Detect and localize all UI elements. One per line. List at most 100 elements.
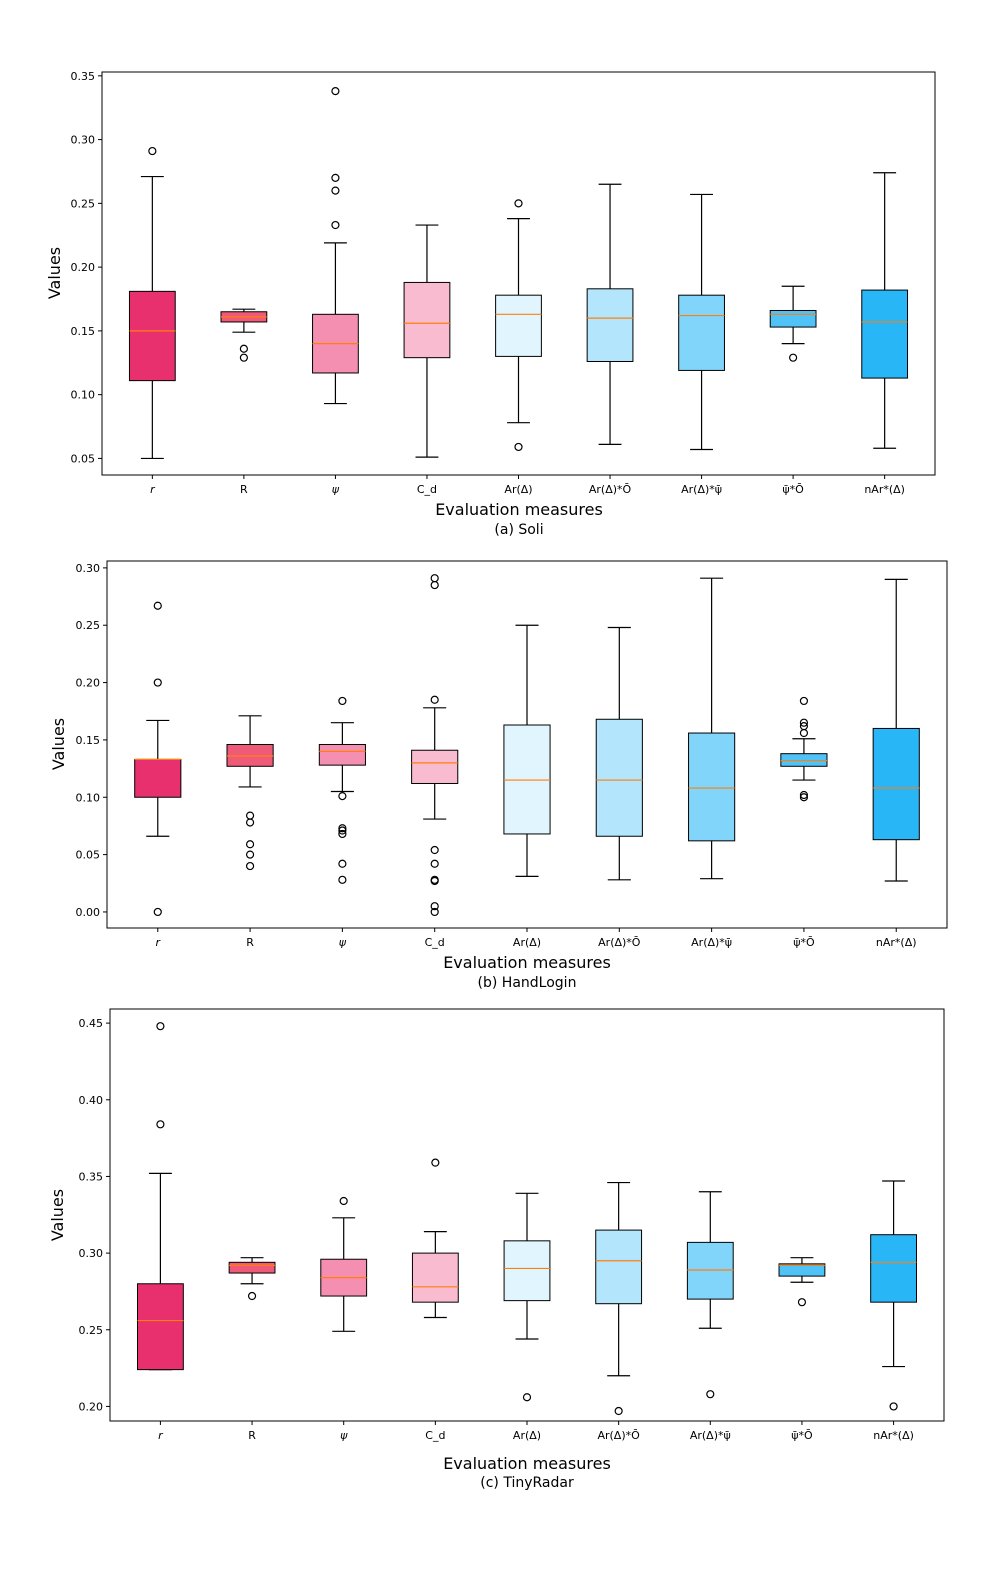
outlier-point: [331, 186, 340, 195]
x-axis-label: Evaluation measures: [435, 500, 603, 519]
box-R: [220, 308, 268, 362]
outlier-point: [799, 790, 809, 800]
outlier-point: [156, 1022, 165, 1031]
box-psiO: [778, 1257, 826, 1307]
x-tick-label: nAr*(Δ): [876, 936, 917, 949]
outlier-point: [245, 850, 255, 859]
outlier-point: [245, 818, 255, 827]
y-tick-label: 0.15: [76, 734, 101, 747]
y-tick-label: 0.10: [71, 389, 96, 402]
x-tick-label: nAr*(Δ): [864, 483, 905, 496]
panel-caption: (b) HandLogin: [478, 975, 577, 991]
box-psi: [318, 696, 366, 884]
box-Ar: [503, 624, 551, 877]
x-tick-label: Ar(Δ)*ψ̄: [681, 483, 722, 496]
outlier-point: [430, 845, 439, 855]
box-r: [136, 1022, 184, 1371]
boxes: [128, 87, 909, 460]
box-body: [403, 281, 451, 359]
outlier-point: [430, 574, 439, 583]
outlier-point: [797, 1298, 807, 1307]
x-tick-label: r: [156, 936, 162, 949]
box-body: [595, 718, 643, 837]
box-psiO: [780, 696, 828, 802]
box-Cd: [411, 1158, 459, 1319]
outlier-point: [338, 824, 347, 833]
outlier-point: [799, 728, 809, 738]
panel-caption: (c) TinyRadar: [480, 1475, 574, 1491]
x-tick-label: Ar(Δ): [513, 936, 541, 949]
box-R: [226, 715, 274, 871]
box-body: [495, 294, 542, 357]
box-Cd: [411, 574, 459, 917]
box-body: [861, 289, 909, 379]
y-tick-label: 0.45: [79, 1017, 104, 1030]
outlier-point: [338, 792, 347, 801]
y-tick-label: 0.10: [76, 791, 101, 804]
box-body: [595, 1229, 643, 1305]
box-body: [503, 1240, 551, 1302]
box-Ar: [495, 199, 542, 452]
outlier-point: [331, 220, 340, 230]
box-nAr: [861, 172, 909, 449]
outlier-point: [614, 1406, 623, 1416]
x-tick-label: r: [150, 483, 156, 496]
outlier-point: [889, 1402, 898, 1411]
box-body: [228, 1261, 276, 1274]
outlier-point: [514, 199, 523, 208]
outlier-point: [338, 696, 347, 706]
outlier-point: [514, 442, 523, 452]
box-body: [586, 288, 634, 362]
box-body: [411, 749, 459, 784]
box-psi: [312, 87, 359, 405]
x-tick-label: C_d: [417, 483, 437, 496]
box-body: [134, 758, 182, 798]
outlier-point: [153, 601, 162, 610]
y-tick-label: 0.35: [79, 1170, 104, 1183]
x-tick-label: Ar(Δ): [513, 1429, 541, 1442]
y-tick-label: 0.05: [71, 452, 96, 465]
panel-caption: (a) Soli: [494, 522, 543, 538]
outlier-point: [331, 173, 340, 182]
box-ArO: [595, 626, 643, 881]
y-tick-label: 0.05: [76, 849, 101, 862]
box-nAr: [870, 1180, 918, 1411]
box-r: [134, 601, 182, 917]
box-R: [228, 1257, 276, 1301]
box-psiO: [769, 285, 817, 362]
outlier-point: [430, 875, 439, 884]
boxes: [134, 574, 920, 917]
box-body: [686, 1241, 734, 1300]
outlier-point: [430, 902, 439, 911]
y-tick-label: 0.30: [71, 134, 96, 147]
y-ticks: 0.00 0.05 0.10 0.15 0.20 0.25 0.30: [76, 562, 107, 919]
box-psi: [320, 1196, 368, 1332]
x-tick-label: ψ: [332, 483, 340, 496]
outlier-point: [245, 861, 255, 871]
box-Ar: [503, 1192, 551, 1402]
y-tick-label: 0.35: [71, 70, 96, 83]
outlier-point: [799, 722, 809, 731]
box-nAr: [872, 578, 920, 882]
outlier-point: [338, 826, 347, 835]
x-tick-label: Ar(Δ)*Ō: [598, 936, 641, 949]
y-ticks: 0.20 0.25 0.30 0.35 0.40 0.45: [79, 1017, 110, 1413]
y-tick-label: 0.20: [71, 261, 96, 274]
y-axis-label: Values: [45, 247, 64, 299]
x-tick-label: ψ̄*Ō: [782, 483, 804, 496]
x-tick-label: ψ̄*Ō: [793, 936, 815, 949]
box-r: [128, 146, 176, 460]
y-tick-label: 0.30: [79, 1247, 104, 1260]
outlier-point: [430, 695, 439, 704]
x-tick-label: Ar(Δ)*ψ̄: [691, 936, 732, 949]
x-axis-label: Evaluation measures: [443, 1454, 611, 1473]
y-axis-label: Values: [49, 718, 68, 770]
x-tick-label: R: [246, 936, 254, 949]
